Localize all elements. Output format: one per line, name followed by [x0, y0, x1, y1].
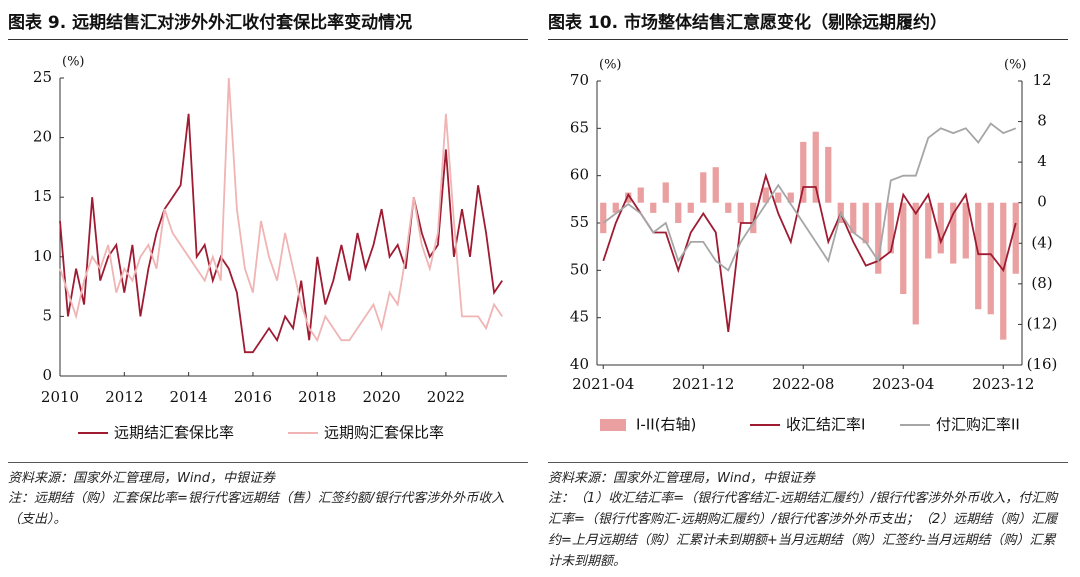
source: 资料来源：国家外汇管理局，Wind，中银证券: [8, 462, 528, 486]
bar: [850, 202, 857, 234]
line-series: [59, 77, 503, 343]
bar: [775, 192, 782, 203]
bar: [812, 131, 819, 203]
legend-label: I-II(右轴): [636, 416, 696, 434]
bar: [750, 202, 757, 234]
legend-label: 收汇结汇率I: [786, 416, 865, 434]
y-tick-label: 45: [570, 308, 589, 326]
y-tick-label: 25: [33, 68, 52, 86]
y-tick-label: 65: [570, 118, 589, 136]
legend-label: 付汇购汇率II: [936, 416, 1020, 434]
bar: [925, 202, 932, 259]
y2-tick-label: 8: [1037, 112, 1047, 130]
line-series: [59, 113, 503, 354]
y-tick-label: 70: [570, 71, 589, 89]
bar: [875, 202, 882, 274]
note: 注：（1）收汇结汇率=（银行代客结汇-远期结汇履约）/银行代客涉外外币收入，付汇…: [548, 491, 1058, 569]
legend-swatch: [600, 419, 626, 431]
x-tick-label: 2022-08: [772, 375, 834, 393]
chart-title: 图表 10. 市场整体结售汇意愿变化（剔除远期履约）: [548, 8, 1068, 40]
x-tick-label: 2010: [41, 388, 79, 406]
y2-tick-label: 12: [1032, 71, 1051, 89]
source: 资料来源：国家外汇管理局，Wind，中银证券: [548, 462, 1068, 486]
x-tick-label: 2020: [362, 388, 400, 406]
line-series: [602, 172, 1017, 333]
note: 注：远期结（购）汇套保比率=银行代客远期结（售）汇签约额/银行代客涉外外币收入（…: [8, 491, 505, 527]
y2-tick-label: 4: [1037, 152, 1047, 170]
x-tick-label: 2023-12: [972, 375, 1034, 393]
bar: [887, 202, 894, 254]
y-tick-label: 60: [570, 166, 589, 184]
bar: [625, 192, 632, 203]
bar: [612, 202, 619, 213]
bar: [912, 202, 919, 325]
bar: [987, 202, 994, 315]
y-tick-label: 20: [33, 128, 52, 146]
bar: [637, 187, 644, 203]
bar: [650, 202, 657, 213]
x-tick-label: 2018: [298, 388, 336, 406]
bar: [950, 202, 957, 264]
x-tick-label: 2012: [105, 388, 143, 406]
bar: [687, 202, 694, 213]
y2-tick-label: 0: [1037, 193, 1047, 211]
x-tick-label: 2014: [170, 388, 208, 406]
bar: [600, 202, 607, 234]
y2-tick-label: (8): [1031, 274, 1052, 292]
x-tick-label: 2023-04: [872, 375, 934, 393]
y-tick-label: 40: [570, 355, 589, 373]
bar: [962, 202, 969, 259]
legend-label: 远期购汇套保比率: [324, 424, 444, 442]
y2-unit: (%): [1004, 58, 1027, 73]
y-tick-label: 55: [570, 213, 589, 231]
x-tick-label: 2021-12: [672, 375, 734, 393]
y-tick-label: 0: [42, 366, 52, 384]
bar: [662, 182, 669, 203]
legend-label: 远期结汇套保比率: [114, 424, 234, 442]
bar: [862, 202, 869, 244]
y2-tick-label: (16): [1027, 355, 1058, 373]
y-tick-label: 15: [33, 187, 52, 205]
x-tick-label: 2016: [234, 388, 272, 406]
y-tick-label: 10: [33, 247, 52, 265]
bar: [787, 192, 794, 203]
bar: [762, 187, 769, 203]
bar: [725, 202, 732, 213]
y2-tick-label: (4): [1031, 233, 1052, 251]
bar: [825, 146, 832, 203]
y-unit: (%): [599, 58, 622, 73]
y-tick-label: 5: [42, 306, 52, 324]
y2-tick-label: (12): [1027, 314, 1058, 332]
bar: [937, 202, 944, 254]
bar: [900, 202, 907, 294]
x-tick-label: 2021-04: [572, 375, 634, 393]
bar: [675, 202, 682, 223]
bar: [800, 141, 807, 203]
bar: [975, 202, 982, 310]
x-tick-label: 2022: [427, 388, 465, 406]
chart-title: 图表 9. 远期结售汇对涉外外汇收付套保比率变动情况: [8, 8, 528, 40]
bar: [737, 202, 744, 223]
bar: [1012, 202, 1019, 274]
y-unit: (%): [62, 55, 85, 70]
bar: [700, 172, 707, 203]
y-tick-label: 50: [570, 260, 589, 278]
bar: [712, 167, 719, 203]
line-series: [602, 122, 1017, 272]
